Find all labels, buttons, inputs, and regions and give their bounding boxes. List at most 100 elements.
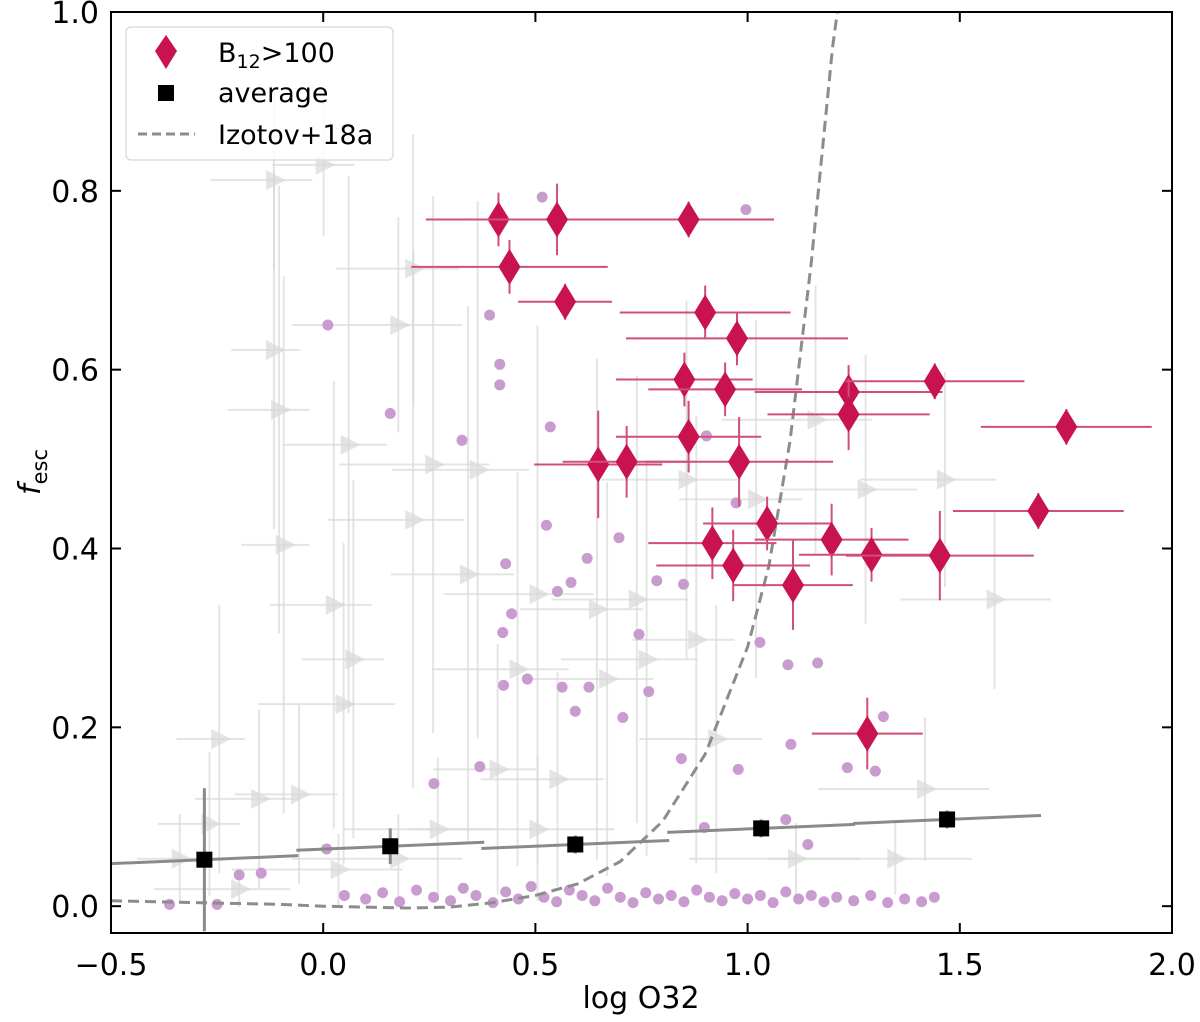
lower-limit-triangle <box>201 813 222 834</box>
lower-limit-triangle <box>390 314 411 335</box>
b12-diamond <box>820 521 843 558</box>
average-square <box>567 836 584 853</box>
lower-limit-triangle <box>638 649 659 670</box>
lower-limit-triangle <box>459 564 480 585</box>
x-tick-label: 1.5 <box>936 948 984 983</box>
b12-diamond <box>694 294 717 331</box>
background-dot <box>793 893 805 905</box>
legend-square-icon <box>158 85 174 101</box>
background-dot <box>742 893 754 905</box>
lower-limit-triangle <box>330 859 351 880</box>
lower-limit-triangle <box>425 454 446 475</box>
background-dot <box>928 891 940 903</box>
b12-diamond <box>856 715 879 752</box>
background-dot <box>377 887 389 899</box>
background-dot <box>506 608 518 620</box>
lower-limit-triangle <box>345 649 366 670</box>
background-dot <box>338 889 350 901</box>
background-dot <box>643 686 655 698</box>
b12-diamond <box>701 525 724 562</box>
background-dot <box>678 896 690 908</box>
background-dot <box>614 891 626 903</box>
background-dot <box>445 895 457 907</box>
b12-diamond <box>546 201 569 238</box>
lower-limit-triangle <box>549 769 570 790</box>
background-dot <box>754 889 766 901</box>
b12-diamond <box>837 396 860 433</box>
lower-limit-triangle <box>588 599 609 620</box>
background-dot <box>627 897 639 909</box>
background-dot <box>563 884 575 896</box>
background-dot <box>818 896 830 908</box>
background-dot <box>470 889 482 901</box>
lower-limit-triangle <box>489 759 510 780</box>
b12-diamond <box>728 443 751 480</box>
average-square <box>753 820 770 837</box>
background-dot <box>540 519 552 531</box>
x-axis-label: log O32 <box>582 981 699 1016</box>
lower-limit-triangle <box>807 409 828 430</box>
background-dot <box>740 204 752 216</box>
legend-box <box>125 26 394 161</box>
lower-limit-triangle <box>171 848 192 869</box>
lower-limit-triangle <box>688 629 709 650</box>
background-dot <box>732 763 744 775</box>
background-dot <box>494 358 506 370</box>
b12-diamond <box>928 537 951 574</box>
lower-limit-triangle <box>678 469 699 490</box>
background-dot <box>703 891 715 903</box>
legend-label-average: average <box>218 78 329 109</box>
x-tick-label: 0.0 <box>299 948 347 983</box>
background-dot <box>428 778 440 790</box>
lower-limit-triangle <box>275 534 296 555</box>
background-dot <box>785 738 797 750</box>
lower-limit-triangle <box>291 784 312 805</box>
lower-limit-triangle <box>469 459 490 480</box>
background-dot <box>780 886 792 898</box>
background-dot <box>384 407 396 419</box>
b12-diamond <box>615 443 638 480</box>
background-dot <box>551 585 563 597</box>
legend: B12>100 average Izotov+18a <box>125 26 394 161</box>
background-dot <box>551 896 563 908</box>
background-dot <box>782 659 794 671</box>
background-dot <box>865 889 877 901</box>
lower-limit-triangle <box>599 669 620 690</box>
background-dot <box>754 636 766 648</box>
lower-limit-triangle <box>265 339 286 360</box>
background-dot <box>848 895 860 907</box>
background-dot <box>602 882 614 894</box>
background-dot <box>521 673 533 685</box>
background-dot <box>802 838 814 850</box>
background-dot <box>494 379 506 391</box>
lower-limit-triangle <box>405 258 426 279</box>
lower-limit-triangle <box>628 589 649 610</box>
b12-diamond <box>587 446 610 483</box>
background-dot <box>581 552 593 564</box>
background-dot <box>233 869 245 881</box>
lower-limit-markers <box>137 90 1051 908</box>
legend-diamond-icon <box>155 35 177 69</box>
b12-diamond <box>714 371 737 408</box>
b12-diamond <box>498 248 521 285</box>
background-dot <box>500 558 512 570</box>
y-tick-label: 0.8 <box>51 175 99 210</box>
b12-diamond <box>1055 408 1078 445</box>
background-dot <box>640 887 652 899</box>
b12-diamond <box>554 283 577 320</box>
x-tick-label: 2.0 <box>1148 948 1196 983</box>
lower-limit-triangle <box>708 728 729 749</box>
x-tick-label: −0.5 <box>75 948 148 983</box>
background-dot <box>474 761 486 773</box>
lower-limit-triangle <box>265 170 286 191</box>
background-dot <box>565 576 577 588</box>
y-tick-label: 0.2 <box>51 711 99 746</box>
lower-limit-triangle <box>916 779 937 800</box>
lower-limit-triangle <box>529 584 550 605</box>
background-dot <box>780 813 792 825</box>
background-dot <box>678 578 690 590</box>
y-axis-label-sub: esc <box>28 449 52 484</box>
background-dot <box>633 628 645 640</box>
background-dot <box>500 886 512 898</box>
background-dot <box>916 896 928 908</box>
